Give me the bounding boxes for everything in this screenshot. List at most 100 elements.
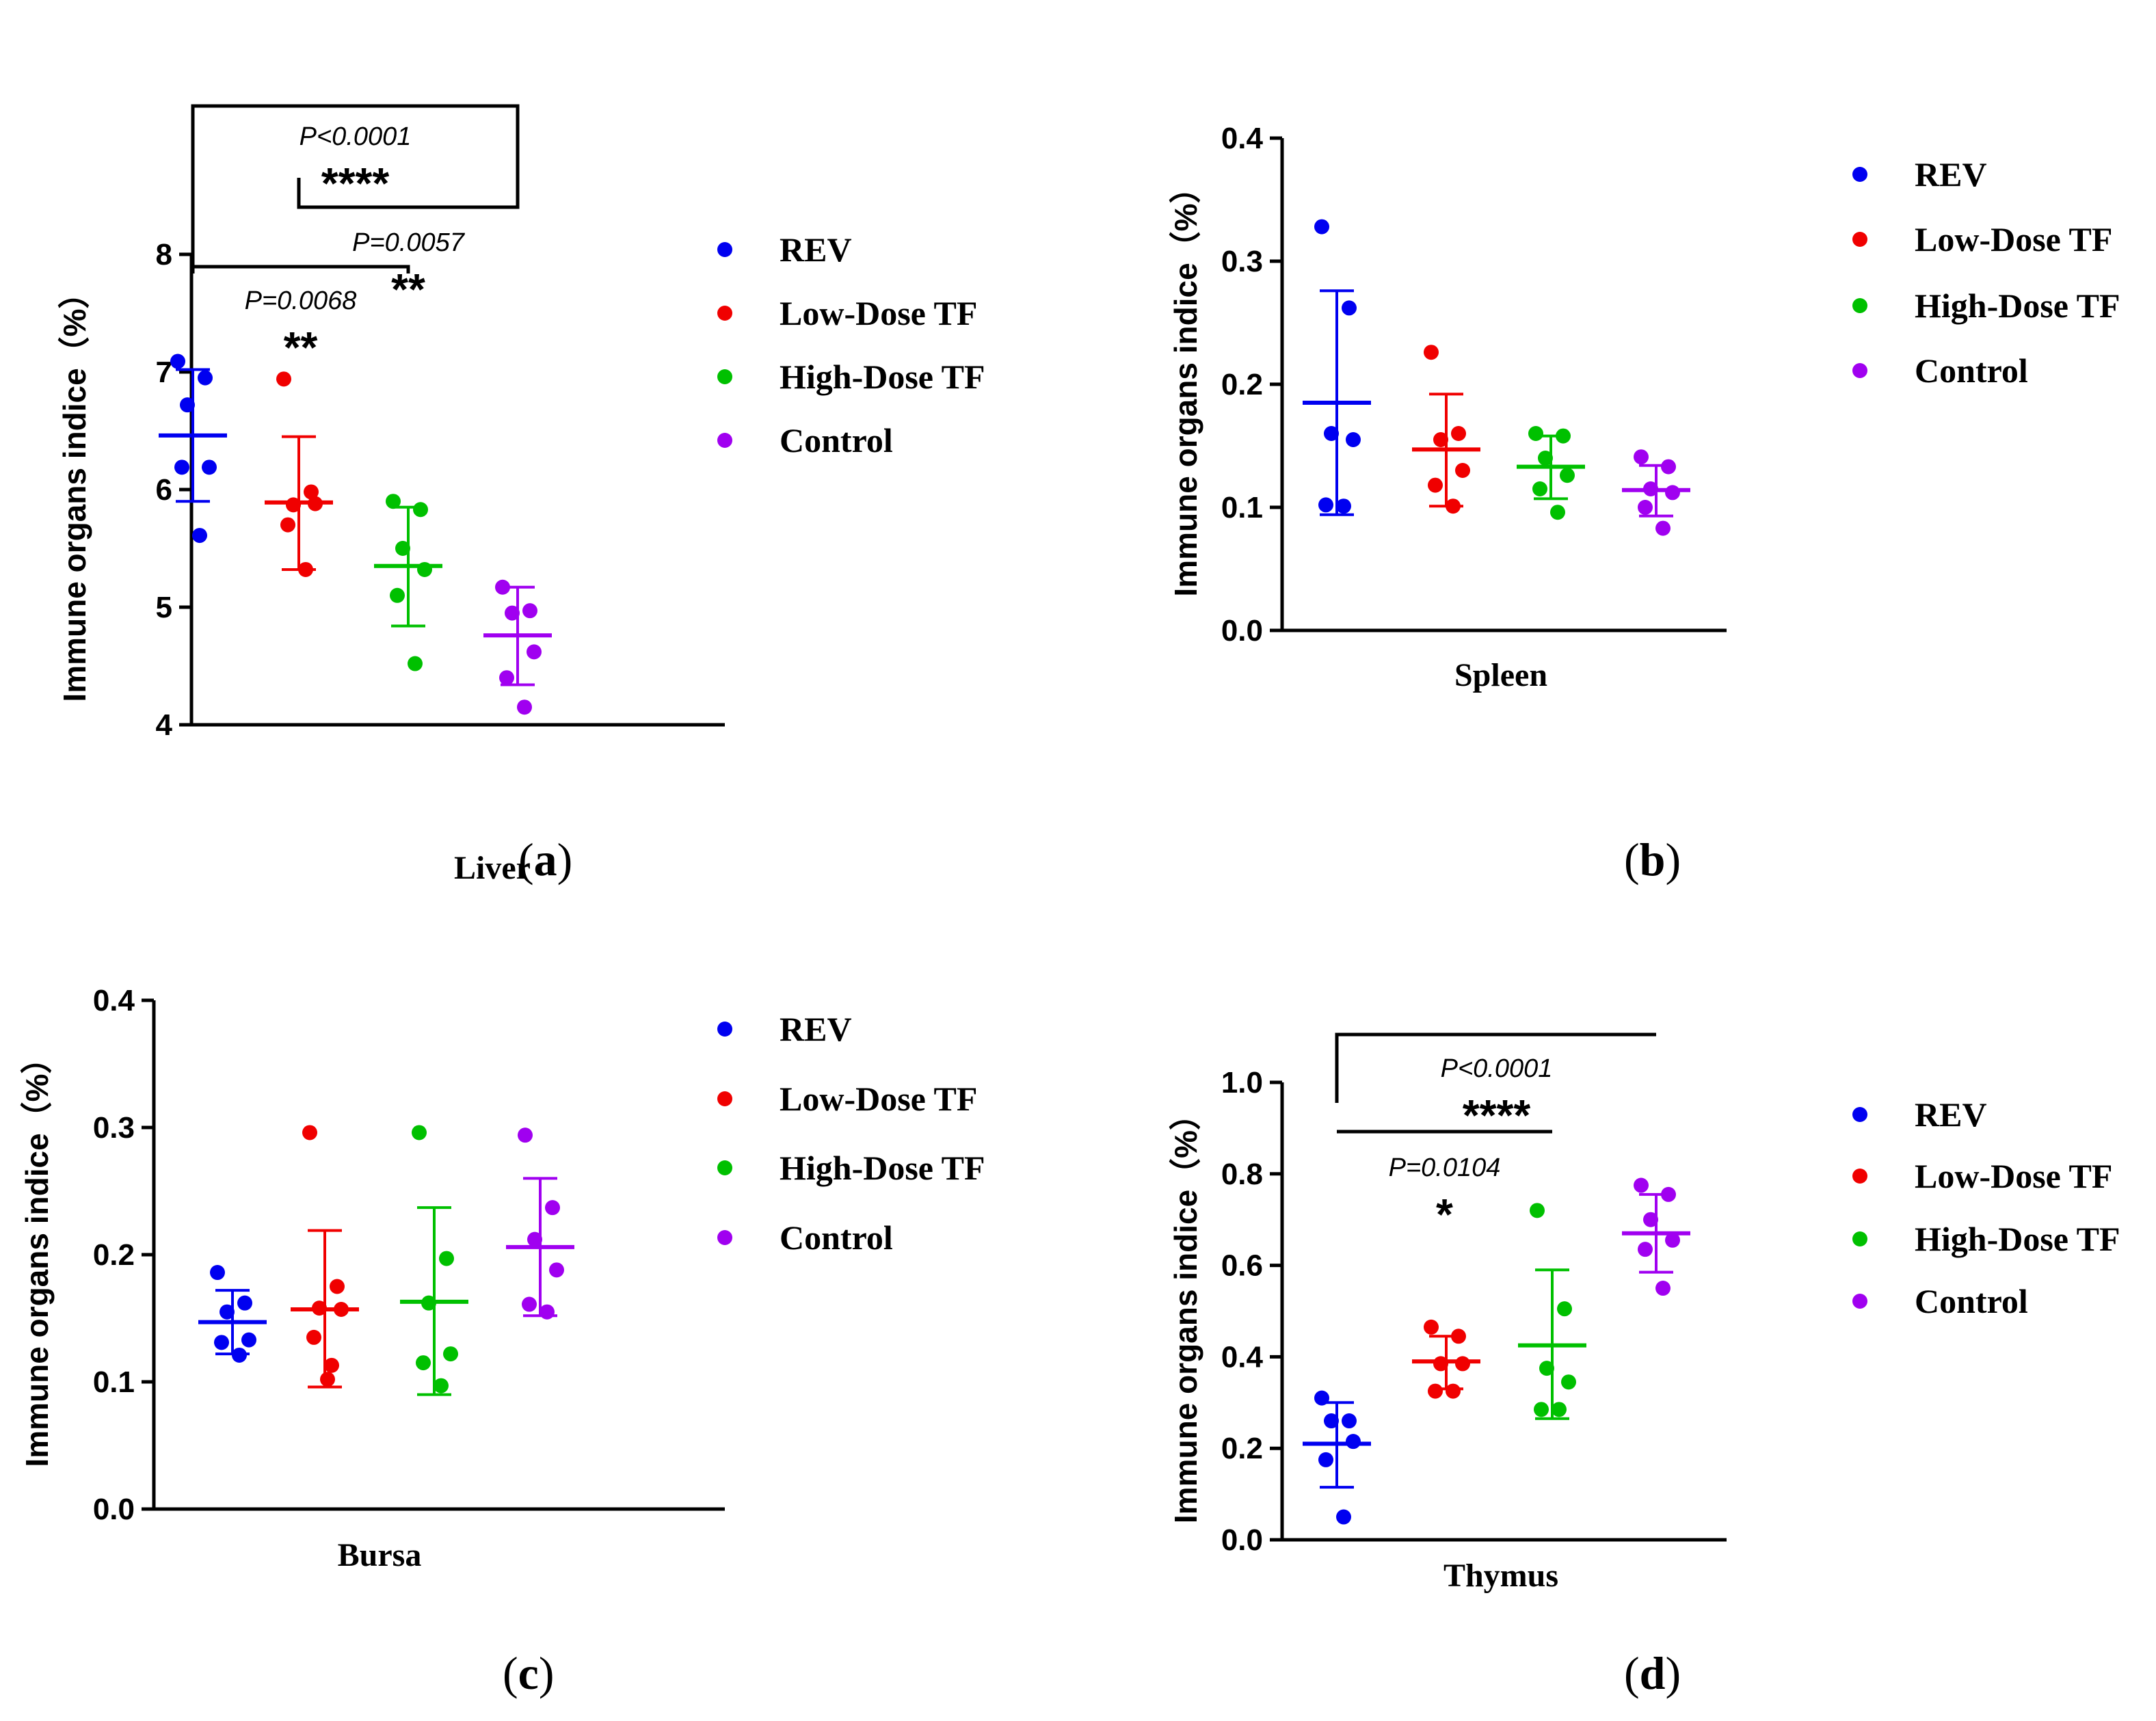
bracket-line <box>1335 1032 1656 1103</box>
data-point <box>1446 1383 1461 1399</box>
p-value: P<0.0001 <box>1441 1054 1553 1083</box>
data-point <box>1424 1319 1439 1335</box>
data-point <box>517 699 532 715</box>
legend-label: Control <box>780 421 893 459</box>
data-point <box>1556 428 1571 444</box>
p-value: P=0.0057 <box>352 228 466 257</box>
legend-marker <box>717 369 732 384</box>
y-axis-label: Immune organs indice（%） <box>1168 1099 1203 1523</box>
data-point <box>413 502 428 518</box>
data-point <box>280 517 295 533</box>
legend-marker <box>1852 1107 1867 1122</box>
data-point <box>549 1262 564 1278</box>
data-point <box>495 579 510 595</box>
data-point <box>241 1332 256 1348</box>
legend-item-high-dose-tf: High-Dose TF <box>717 358 985 396</box>
data-point <box>198 370 213 386</box>
x-axis-label: Bursa <box>338 1537 422 1573</box>
data-point <box>1455 1356 1470 1372</box>
data-point <box>304 484 319 500</box>
data-point <box>202 459 217 475</box>
data-point <box>416 1355 431 1371</box>
data-point <box>522 1296 537 1312</box>
data-point <box>1661 459 1676 475</box>
data-point <box>421 1295 436 1311</box>
y-axis-label: Immune organs indice（%） <box>1168 172 1203 596</box>
data-point <box>386 494 401 509</box>
data-point <box>276 371 291 387</box>
series-low-dose-tf <box>265 371 333 577</box>
data-point <box>1638 1242 1653 1257</box>
data-point <box>192 528 207 544</box>
series-high-dose-tf <box>400 1125 468 1396</box>
legend-marker <box>1852 363 1867 378</box>
data-point <box>1538 451 1553 466</box>
p-value: P=0.0104 <box>1389 1153 1501 1182</box>
legend-item-low-dose-tf: Low-Dose TF <box>1852 1157 2112 1195</box>
legend-marker <box>717 1022 732 1037</box>
y-tick-label: 0.4 <box>1221 122 1264 155</box>
data-point <box>174 459 189 475</box>
data-point <box>1451 426 1466 441</box>
series-rev <box>198 1265 267 1363</box>
y-tick-label: 0.2 <box>1221 368 1263 401</box>
data-point <box>320 1372 335 1387</box>
y-tick-label: 0.2 <box>93 1238 135 1272</box>
data-point <box>1318 1452 1333 1467</box>
bracket-line <box>191 265 410 274</box>
series-low-dose-tf <box>1412 345 1480 514</box>
y-tick-label: 0.3 <box>1221 245 1263 278</box>
y-tick-label: 0.0 <box>1221 614 1263 648</box>
legend-label: Low-Dose TF <box>780 294 977 332</box>
panel-a: 4 5 6 7 8 Immune organs indice（%） Liver(a) REV L… <box>57 104 985 886</box>
data-point <box>1661 1186 1676 1202</box>
legend-marker <box>717 433 732 448</box>
data-point <box>1532 481 1547 496</box>
legend-item-control: Control <box>1852 351 2028 390</box>
legend-item-low-dose-tf: Low-Dose TF <box>717 1080 977 1118</box>
legend-label: Low-Dose TF <box>1915 1157 2112 1195</box>
significance-stars: **** <box>321 159 390 208</box>
data-point <box>1446 498 1461 514</box>
data-point <box>408 656 423 671</box>
series-high-dose-tf <box>1517 426 1585 520</box>
legend-item-high-dose-tf: High-Dose TF <box>717 1149 985 1187</box>
data-point <box>1638 500 1653 515</box>
data-point <box>210 1265 225 1281</box>
data-point <box>527 644 542 660</box>
data-point <box>1324 1413 1339 1429</box>
data-point <box>334 1301 349 1317</box>
data-point <box>527 1231 542 1247</box>
data-point <box>395 541 410 556</box>
data-point <box>1560 468 1575 483</box>
data-point <box>1552 1402 1567 1417</box>
legend-label: Control <box>780 1218 893 1257</box>
bracket-line <box>191 104 520 274</box>
y-tick-label: 5 <box>156 591 172 624</box>
data-point <box>219 1304 235 1320</box>
y-tick-label: 0.1 <box>93 1365 135 1399</box>
data-point <box>1314 1390 1329 1406</box>
data-point <box>1539 1361 1554 1376</box>
legend-marker <box>1852 167 1867 182</box>
legend-label: REV <box>1915 155 1987 194</box>
legend-label: High-Dose TF <box>780 358 985 396</box>
data-point <box>1342 300 1357 316</box>
data-point <box>1433 432 1448 447</box>
y-tick-label: 0.0 <box>93 1493 135 1526</box>
series-control <box>506 1128 574 1320</box>
data-point <box>232 1347 247 1363</box>
data-point <box>499 670 514 686</box>
panel-label: (a) <box>518 833 572 885</box>
y-tick-label: 0.4 <box>93 984 135 1017</box>
data-point <box>170 353 185 369</box>
legend-item-rev: REV <box>1852 1095 1987 1134</box>
y-tick-label: 0.2 <box>1221 1432 1263 1465</box>
data-point <box>1346 432 1361 447</box>
data-point <box>1318 497 1333 513</box>
data-point <box>1346 1434 1361 1450</box>
y-tick-label: 0.4 <box>1221 1340 1264 1374</box>
data-point <box>412 1125 427 1140</box>
data-point <box>1424 345 1439 360</box>
